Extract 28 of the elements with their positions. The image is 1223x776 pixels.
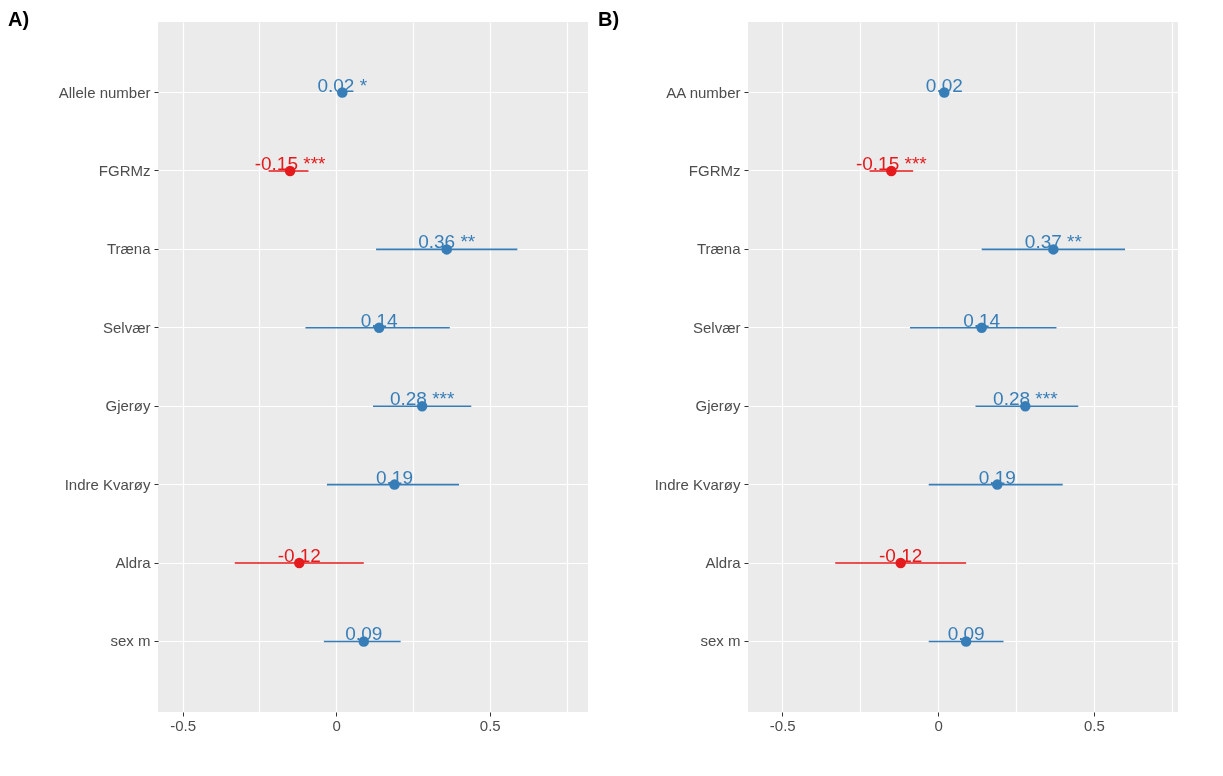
chart-title: B) bbox=[598, 8, 620, 30]
y-tick-label: Indre Kvarøy bbox=[654, 475, 741, 493]
y-tick-label: Træna bbox=[106, 240, 152, 258]
y-tick-label: sex m bbox=[110, 632, 151, 650]
x-tick-label: 0.5 bbox=[479, 716, 501, 734]
data-label: -0.12 bbox=[879, 545, 923, 567]
y-tick-label: Selvær bbox=[102, 318, 151, 336]
x-tick-label: -0.5 bbox=[170, 716, 196, 734]
data-label: 0.36 ** bbox=[418, 231, 476, 253]
y-tick-label: FGRMz bbox=[98, 161, 151, 179]
y-tick-label: Træna bbox=[696, 240, 742, 258]
x-tick-label: 0 bbox=[332, 716, 341, 734]
y-tick-label: Aldra bbox=[115, 554, 152, 572]
x-tick-label: -0.5 bbox=[769, 716, 796, 734]
data-label: 0.09 bbox=[345, 623, 383, 645]
y-tick-label: Selvær bbox=[692, 318, 741, 336]
y-tick-label: Gjerøy bbox=[695, 397, 741, 415]
data-label: 0.37 ** bbox=[1024, 231, 1083, 253]
y-tick-label: FGRMz bbox=[688, 161, 741, 179]
y-tick-label: Indre Kvarøy bbox=[64, 475, 151, 493]
x-tick-label: 0.5 bbox=[1083, 716, 1105, 734]
y-tick-label: AA number bbox=[666, 83, 741, 101]
y-tick-label: sex m bbox=[700, 632, 741, 650]
chart-title: A) bbox=[8, 8, 30, 30]
y-tick-label: Gjerøy bbox=[105, 397, 151, 415]
x-tick-label: 0 bbox=[934, 716, 943, 734]
y-tick-label: Aldra bbox=[705, 554, 742, 572]
y-tick-label: Allele number bbox=[58, 83, 151, 101]
